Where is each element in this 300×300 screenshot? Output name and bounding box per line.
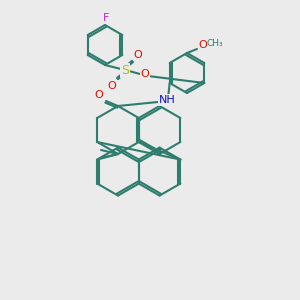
Text: O: O [108, 81, 116, 91]
Text: O: O [141, 69, 149, 79]
Text: O: O [94, 90, 103, 100]
Text: O: O [134, 50, 142, 60]
Text: NH: NH [159, 95, 176, 105]
Text: CH₃: CH₃ [207, 38, 223, 47]
Text: S: S [121, 64, 129, 76]
Text: F: F [103, 13, 109, 23]
Text: O: O [199, 40, 207, 50]
